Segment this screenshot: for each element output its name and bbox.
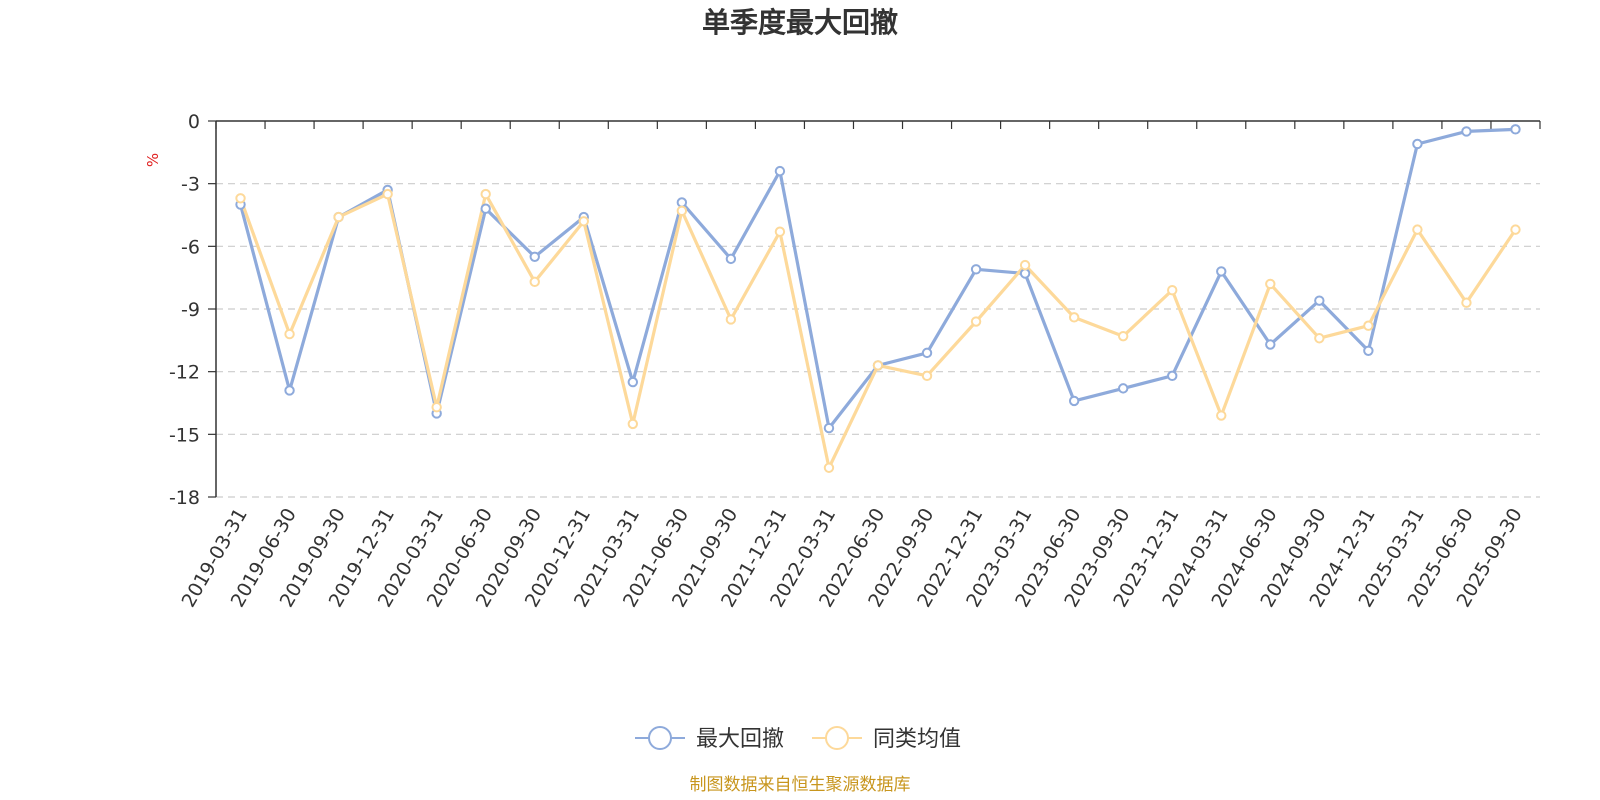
series-0-point-25 (1461, 126, 1472, 137)
series (235, 124, 1521, 473)
series-0-point-9 (676, 197, 688, 208)
series-0-point-22 (1314, 295, 1325, 306)
series-0-point-8 (627, 376, 639, 388)
legend-marker-1 (825, 726, 849, 750)
series-1-point-16 (1019, 259, 1031, 271)
series-1-point-4 (431, 401, 442, 413)
series-1-point-0 (235, 193, 246, 204)
series-1-point-9 (676, 205, 688, 217)
series-1-point-18 (1117, 330, 1129, 342)
series-1-point-3 (382, 188, 393, 200)
series-0-point-21 (1265, 339, 1276, 350)
series-0-point-11 (774, 165, 786, 177)
legend-label-1: 同类均值 (873, 727, 961, 752)
series-0-point-14 (921, 347, 933, 359)
series-1-point-21 (1265, 278, 1276, 290)
series-0-point-19 (1167, 370, 1178, 382)
series-1-point-23 (1363, 320, 1374, 331)
series-1-point-8 (627, 418, 639, 430)
series-1-point-12 (823, 462, 835, 473)
y-tick-label-3: -9 (181, 299, 200, 321)
legend-label-0: 最大回撤 (696, 727, 784, 752)
y-axis-label: % (144, 153, 162, 167)
series-1-point-14 (921, 370, 933, 382)
series-0-point-17 (1068, 395, 1080, 407)
series-1-point-13 (872, 360, 884, 371)
series-0-point-24 (1412, 138, 1423, 150)
series-1-point-2 (333, 211, 344, 223)
series-0-point-6 (529, 251, 540, 262)
legend-item-0[interactable]: 最大回撤 (635, 726, 784, 752)
series-1-point-10 (725, 314, 737, 325)
series-1-point-24 (1412, 224, 1423, 235)
series-1-point-7 (578, 216, 589, 227)
axes: 0-3-6-9-12-15-182019-03-312019-06-302019… (169, 111, 1541, 611)
y-tick-label-5: -15 (169, 424, 200, 446)
series-0-point-1 (284, 385, 295, 396)
series-0-point-15 (970, 264, 982, 275)
series-1-point-17 (1068, 312, 1080, 323)
series-1-point-20 (1216, 410, 1227, 421)
legend[interactable]: 最大回撤 同类均值 (635, 726, 961, 752)
source-note: 制图数据来自恒生聚源数据库 (690, 775, 911, 795)
y-tick-label-4: -12 (169, 362, 200, 384)
series-line-1 (238, 192, 1517, 470)
series-0-point-20 (1216, 266, 1227, 277)
series-1-point-19 (1167, 285, 1178, 296)
series-1-point-1 (284, 328, 295, 340)
series-1-point-5 (480, 188, 491, 200)
y-tick-label-6: -18 (169, 487, 200, 509)
series-0-point-23 (1363, 345, 1374, 356)
series-1-point-22 (1314, 333, 1325, 344)
y-tick-label-1: -3 (181, 174, 200, 196)
chart-title: 单季度最大回撤 (702, 6, 898, 39)
series-1-point-11 (774, 226, 786, 237)
series-0-point-12 (823, 422, 835, 434)
grid (216, 183, 1540, 498)
legend-item-1[interactable]: 同类均值 (812, 726, 961, 752)
series-1-point-25 (1461, 297, 1472, 308)
legend-marker-0 (648, 726, 672, 750)
series-1-point-15 (970, 316, 982, 327)
series-0-point-10 (725, 253, 737, 265)
series-0-point-26 (1510, 124, 1521, 135)
y-tick-label-2: -6 (181, 236, 200, 258)
series-1-point-6 (529, 276, 540, 288)
series-0-point-5 (480, 203, 491, 214)
y-tick-label-0: 0 (188, 111, 200, 133)
series-0-point-18 (1117, 383, 1129, 394)
series-1-point-26 (1510, 224, 1521, 235)
series-0-point-16 (1019, 268, 1031, 279)
